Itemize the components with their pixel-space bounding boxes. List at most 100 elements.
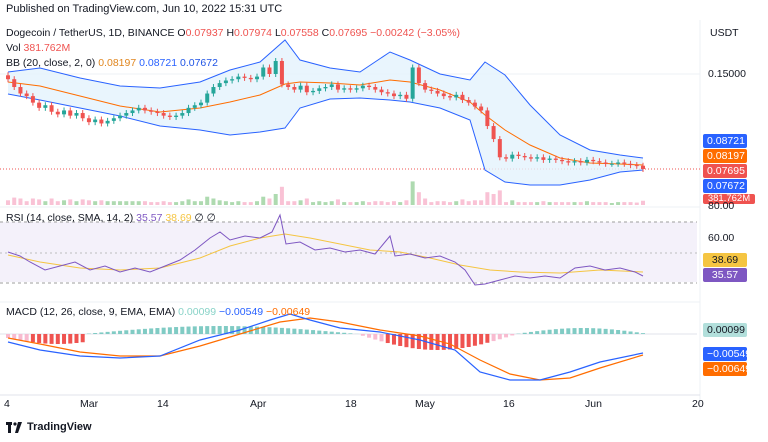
- macd-signal-value: −0.00649: [266, 306, 311, 318]
- volume-bar: [80, 199, 85, 205]
- bb-lower: [7, 93, 644, 186]
- high-label: H: [226, 27, 235, 39]
- macd-hist-bar: [373, 334, 378, 340]
- candle-body: [43, 105, 48, 108]
- volume-bar: [155, 202, 160, 205]
- candle-body: [410, 67, 415, 99]
- macd-hist-bar: [167, 327, 172, 334]
- candle-body: [93, 119, 98, 123]
- volume-bar: [553, 202, 558, 205]
- macd-hist-value: 0.00099: [178, 306, 217, 318]
- macd-hist-bar: [99, 332, 104, 334]
- candle-body: [385, 92, 390, 94]
- rsi-legend[interactable]: RSI (14, close, SMA, 14, 2) 35.57 38.69 …: [6, 212, 216, 224]
- volume-bar: [541, 201, 546, 205]
- candle-body: [641, 165, 645, 169]
- candle-body: [584, 159, 589, 163]
- candle-body: [12, 79, 17, 88]
- macd-hist-bar: [547, 329, 552, 334]
- macd-hist-bar: [62, 334, 67, 344]
- macd-hist-bar: [205, 326, 210, 334]
- bb-legend[interactable]: BB (20, close, 2, 0) 0.08197 0.08721 0.0…: [6, 57, 218, 69]
- bb-upper-value: 0.08721: [139, 57, 178, 69]
- candle-body: [435, 90, 440, 94]
- volume-bar: [522, 202, 527, 205]
- volume-bar: [360, 201, 365, 205]
- volume-bar: [448, 202, 453, 205]
- candle-body: [391, 93, 396, 97]
- candle-body: [223, 80, 228, 84]
- candle-body: [230, 79, 235, 81]
- candle-body: [198, 102, 203, 106]
- tradingview-logo-icon: [6, 421, 22, 433]
- volume-bar: [535, 202, 540, 205]
- volume-bars: [6, 181, 645, 205]
- macd-hist-bar: [49, 334, 54, 344]
- volume-bar: [510, 200, 515, 205]
- macd-legend[interactable]: MACD (12, 26, close, 9, EMA, EMA) 0.0009…: [6, 306, 310, 318]
- macd-hist-bar: [510, 334, 515, 336]
- macd-hist-bar: [367, 334, 372, 338]
- candle-body: [186, 107, 191, 114]
- x-label: 20: [692, 398, 704, 410]
- rsi-tick-60: 60.00: [708, 232, 735, 244]
- volume-legend[interactable]: Vol 381.762M: [6, 42, 70, 54]
- volume-bar: [423, 198, 428, 205]
- bb-fill: [8, 40, 643, 185]
- macd-hist-bar: [292, 328, 297, 334]
- volume-bar: [99, 200, 104, 205]
- candle-body: [248, 77, 253, 80]
- volume-bar: [248, 202, 253, 205]
- volume-bar: [367, 202, 372, 205]
- macd-badge: −0.00549: [703, 347, 751, 361]
- macd-hist-bar: [192, 326, 197, 334]
- candle-body: [149, 110, 154, 112]
- volume-bar: [491, 194, 496, 205]
- candle-body: [510, 154, 515, 159]
- volume-bar: [311, 202, 316, 205]
- candle-body: [317, 88, 322, 91]
- candle-body: [80, 113, 85, 119]
- macd-hist-bar: [6, 334, 10, 338]
- currency-label: USDT: [710, 27, 739, 39]
- macd-hist-bar: [242, 326, 247, 334]
- volume-bar: [205, 196, 210, 205]
- change-value: −0.00242 (−3.05%): [370, 27, 461, 39]
- macd-hist-bar: [404, 334, 409, 348]
- volume-badge: 381.762M: [703, 194, 755, 204]
- volume-bar: [12, 197, 17, 205]
- volume-bar: [304, 198, 309, 205]
- candle-body: [205, 93, 210, 103]
- volume-bar: [118, 201, 123, 205]
- macd-hist-bar: [255, 326, 260, 334]
- macd-hist-bar: [522, 332, 527, 334]
- macd-hist-bar: [124, 330, 129, 334]
- volume-bar: [609, 203, 614, 205]
- macd-hist-bar: [118, 330, 123, 334]
- candle-body: [192, 105, 197, 108]
- macd-hist-bar: [93, 332, 98, 334]
- macd-hist-bar: [566, 328, 571, 334]
- candle-body: [311, 90, 316, 93]
- macd-hist-bar: [560, 328, 565, 334]
- last-price-badge: 0.07695: [703, 164, 747, 178]
- macd-hist-bar: [217, 326, 222, 334]
- candle-body: [367, 85, 372, 88]
- macd-hist-bar: [497, 334, 502, 340]
- candle-body: [516, 154, 521, 156]
- candle-body: [491, 126, 496, 140]
- volume-bar: [516, 202, 521, 205]
- close-label: C: [321, 27, 330, 39]
- volume-bar: [441, 201, 446, 205]
- macd-hist-bar: [142, 328, 147, 334]
- rsi-ma-line: [7, 233, 644, 274]
- macd-hist-bar: [279, 327, 284, 334]
- volume-bar: [111, 201, 116, 205]
- candle-body: [472, 102, 477, 107]
- volume-bar: [329, 201, 334, 205]
- macd-hist-bar: [504, 334, 509, 338]
- macd-hist-bar: [472, 334, 477, 346]
- tradingview-footer[interactable]: TradingView: [6, 421, 92, 433]
- brand-name: TradingView: [27, 421, 92, 433]
